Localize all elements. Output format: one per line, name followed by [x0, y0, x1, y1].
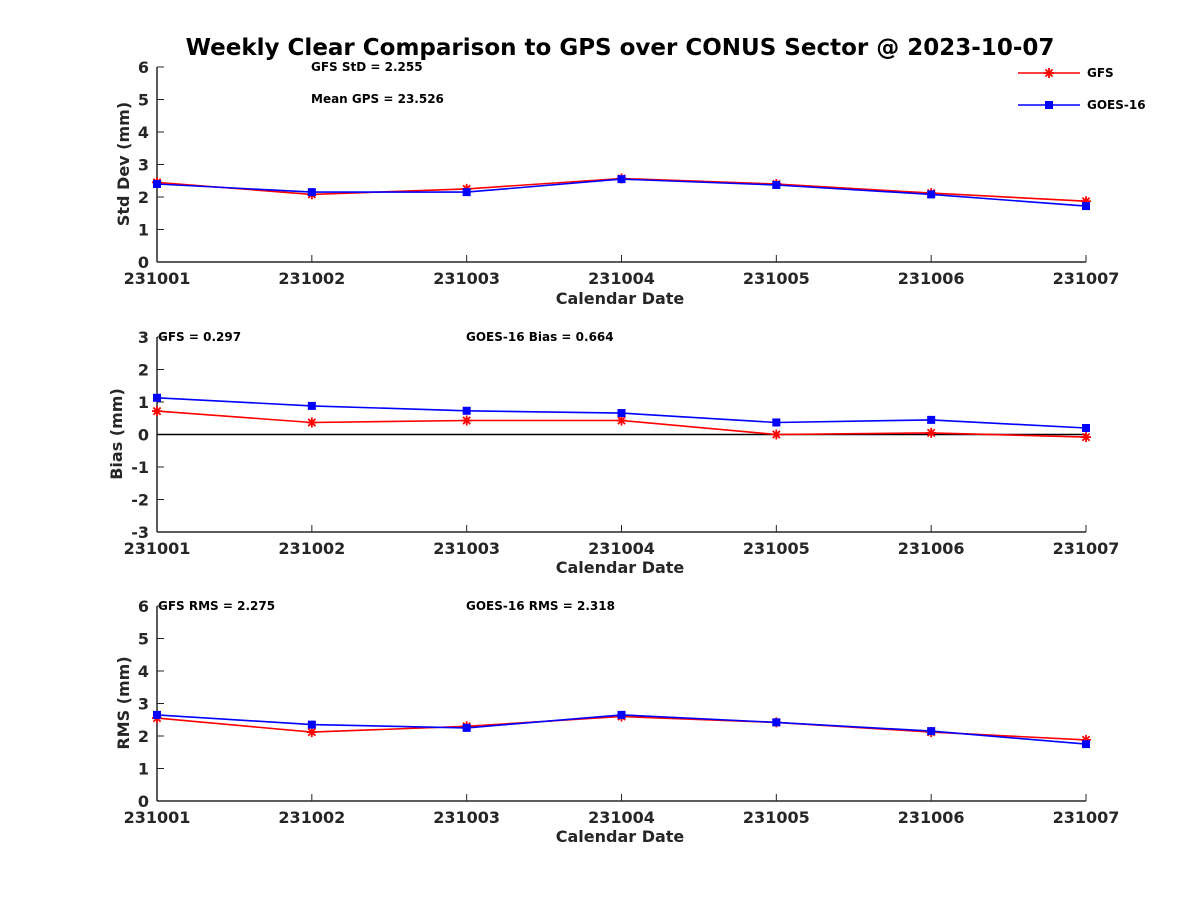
data-point-goes-16-std-dev [1082, 202, 1090, 211]
annotation-gfs-rms: GFS RMS = 2.275 [158, 599, 275, 613]
x-tick-label-rms: 231004 [588, 808, 655, 827]
data-point-goes-16-bias [927, 415, 936, 424]
y-tick-label-rms: 2 [138, 727, 149, 746]
legend-marker-gfs [1044, 68, 1054, 78]
data-point-goes-16-rms [927, 727, 936, 736]
x-axis-label-bias: Calendar Date [556, 558, 685, 577]
y-tick-label-bias: 0 [138, 426, 149, 445]
data-point-goes-16-std-dev [772, 180, 781, 189]
x-tick-label-rms: 231003 [433, 808, 500, 827]
y-tick-label-std-dev: 3 [138, 156, 149, 175]
x-tick-label-bias: 231004 [588, 539, 655, 558]
y-tick-label-bias: 2 [138, 361, 149, 380]
y-tick-label-bias: 3 [138, 328, 149, 347]
x-tick-label-bias: 231001 [124, 539, 191, 558]
y-tick-label-std-dev: 6 [138, 58, 149, 77]
legend-label-goes: GOES-16 [1087, 98, 1146, 112]
x-tick-label-rms: 231007 [1053, 808, 1120, 827]
data-point-goes-16-rms [307, 720, 316, 729]
x-tick-label-rms: 231002 [278, 808, 345, 827]
panel-bias: GFS = 0.297 GOES-16 Bias = 0.664 Calenda… [107, 328, 1119, 577]
x-tick-label-std-dev: 231005 [743, 269, 810, 288]
annotation-goes-bias: GOES-16 Bias = 0.664 [466, 330, 614, 344]
data-point-gfs-rms [306, 727, 317, 738]
y-tick-label-rms: 4 [138, 662, 149, 681]
panel-rms: GFS RMS = 2.275 GOES-16 RMS = 2.318 Cale… [114, 597, 1119, 846]
x-tick-label-std-dev: 231003 [433, 269, 500, 288]
y-tick-label-std-dev: 5 [138, 91, 149, 110]
data-point-goes-16-rms [617, 710, 626, 719]
x-tick-label-bias: 231006 [898, 539, 965, 558]
y-tick-label-bias: 1 [138, 393, 149, 412]
x-tick-label-bias: 231007 [1053, 539, 1120, 558]
data-point-goes-16-rms [1082, 740, 1090, 749]
x-axis-label-std-dev: Calendar Date [556, 289, 685, 308]
data-point-goes-16-bias [462, 406, 471, 415]
data-point-gfs-bias [771, 429, 782, 440]
legend-marker-point-goes-16 [1045, 101, 1053, 109]
data-point-gfs-bias [616, 415, 627, 426]
data-point-goes-16-bias [153, 393, 161, 402]
data-point-goes-16-bias [772, 418, 781, 427]
data-point-gfs-bias [1081, 432, 1091, 443]
chart-title: Weekly Clear Comparison to GPS over CONU… [186, 35, 1055, 61]
data-point-gfs-bias [152, 406, 162, 417]
x-tick-label-bias: 231003 [433, 539, 500, 558]
data-point-goes-16-rms [462, 723, 471, 732]
y-tick-label-rms: 3 [138, 695, 149, 714]
data-point-goes-16-std-dev [927, 190, 936, 199]
y-tick-label-bias: -1 [131, 458, 149, 477]
data-point-goes-16-bias [617, 409, 626, 418]
x-tick-label-rms: 231001 [124, 808, 191, 827]
x-tick-label-rms: 231005 [743, 808, 810, 827]
y-tick-label-bias: -3 [131, 523, 149, 542]
data-point-goes-16-rms [153, 710, 161, 719]
y-tick-label-std-dev: 1 [138, 221, 149, 240]
data-point-gfs-bias [926, 427, 937, 438]
annotation-gfs-std: GFS StD = 2.255 [311, 60, 423, 74]
y-tick-label-rms: 0 [138, 792, 149, 811]
data-point-goes-16-rms [772, 718, 781, 727]
y-axis-label-bias: Bias (mm) [107, 388, 126, 480]
y-tick-label-std-dev: 0 [138, 253, 149, 272]
legend-marker-point-gfs [1044, 68, 1054, 78]
data-point-goes-16-std-dev [617, 175, 626, 184]
data-point-goes-16-std-dev [307, 188, 316, 197]
annotation-mean-gps: Mean GPS = 23.526 [311, 92, 444, 106]
y-axis-label-std-dev: Std Dev (mm) [114, 102, 133, 226]
data-point-gfs-bias [461, 415, 472, 426]
legend-marker-goes [1045, 101, 1053, 109]
y-tick-label-bias: -2 [131, 491, 149, 510]
data-point-goes-16-bias [1082, 424, 1090, 432]
data-point-goes-16-std-dev [153, 180, 161, 188]
x-tick-label-std-dev: 231004 [588, 269, 655, 288]
x-tick-label-std-dev: 231006 [898, 269, 965, 288]
x-tick-label-bias: 231002 [278, 539, 345, 558]
x-tick-label-rms: 231006 [898, 808, 965, 827]
data-point-gfs-bias [306, 417, 317, 428]
y-tick-label-rms: 5 [138, 630, 149, 649]
data-point-goes-16-std-dev [462, 188, 471, 197]
y-tick-label-std-dev: 4 [138, 123, 149, 142]
legend: GFS GOES-16 [1018, 66, 1146, 112]
x-tick-label-std-dev: 231002 [278, 269, 345, 288]
annotation-goes-rms: GOES-16 RMS = 2.318 [466, 599, 615, 613]
x-tick-label-bias: 231005 [743, 539, 810, 558]
panel-std-dev: GFS StD = 2.255 Mean GPS = 23.526 Calend… [114, 58, 1119, 308]
legend-entry-goes: GOES-16 [1018, 98, 1146, 112]
x-tick-label-std-dev: 231007 [1053, 269, 1120, 288]
data-point-goes-16-bias [307, 401, 316, 410]
annotation-gfs-bias: GFS = 0.297 [158, 330, 241, 344]
y-axis-label-rms: RMS (mm) [114, 656, 133, 749]
y-tick-label-rms: 1 [138, 760, 149, 779]
x-tick-label-std-dev: 231001 [124, 269, 191, 288]
x-axis-label-rms: Calendar Date [556, 827, 685, 846]
legend-entry-gfs: GFS [1018, 66, 1114, 80]
y-tick-label-rms: 6 [138, 597, 149, 616]
legend-label-gfs: GFS [1087, 66, 1114, 80]
y-tick-label-std-dev: 2 [138, 188, 149, 207]
